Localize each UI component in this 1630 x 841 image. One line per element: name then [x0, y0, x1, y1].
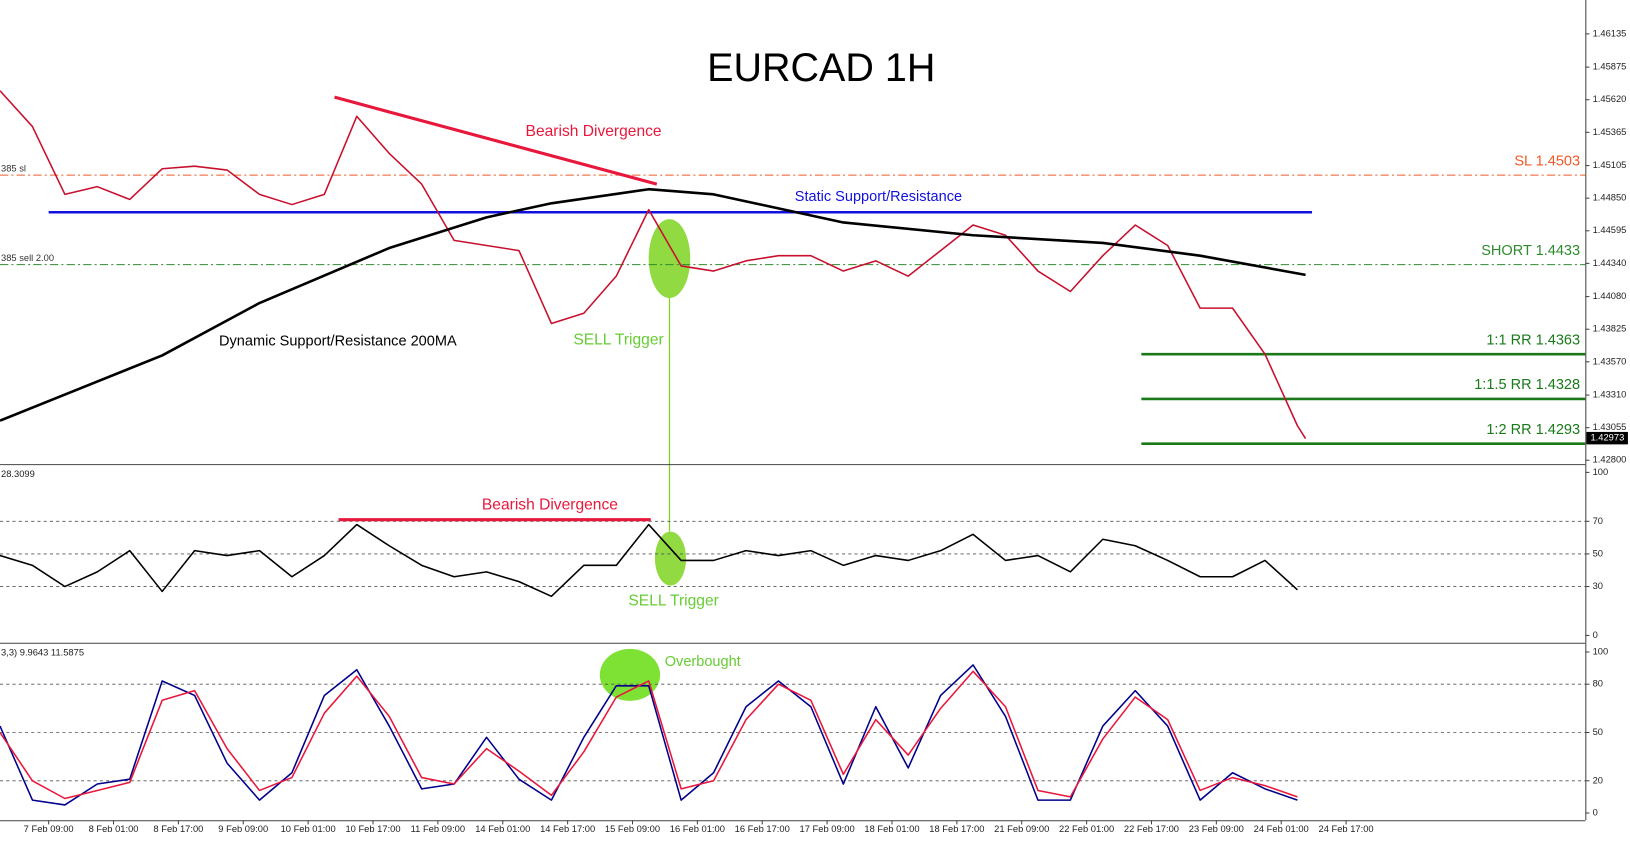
trend-label: Bearish Divergence — [526, 123, 662, 140]
annotation: Overbought — [665, 654, 741, 670]
y-tick-label: 70 — [1593, 516, 1603, 526]
x-tick-label: 22 Feb 17:00 — [1124, 824, 1179, 834]
series-line — [0, 523, 1298, 598]
x-tick-label: 24 Feb 01:00 — [1254, 824, 1309, 834]
level-label: SHORT 1.4433 — [1481, 243, 1580, 259]
indicator-label: 3,3) 9.9643 11.5875 — [1, 648, 84, 658]
y-tick-label: 1.44080 — [1593, 291, 1627, 301]
x-tick-label: 16 Feb 01:00 — [670, 824, 725, 834]
order-label: 385 sell 2.00 — [1, 253, 54, 263]
trend-line — [334, 95, 658, 186]
y-tick-label: 50 — [1593, 548, 1603, 558]
y-tick-label: 1.44595 — [1593, 225, 1627, 235]
x-tick-label: 22 Feb 01:00 — [1059, 824, 1114, 834]
x-tick-label: 18 Feb 17:00 — [929, 824, 984, 834]
level-label: SL 1.4503 — [1514, 154, 1580, 170]
indicator-label: 28.3099 — [1, 469, 35, 479]
x-tick-label: 14 Feb 17:00 — [540, 824, 595, 834]
y-tick-label: 1.43825 — [1593, 324, 1627, 334]
y-tick-label: 1.43055 — [1593, 422, 1627, 432]
y-tick-label: 20 — [1593, 775, 1603, 785]
sell-highlight — [648, 219, 691, 298]
y-tick-label: 1.42800 — [1593, 455, 1627, 465]
x-tick-label: 24 Feb 17:00 — [1319, 824, 1374, 834]
x-tick-label: 14 Feb 01:00 — [475, 824, 530, 834]
y-tick-label: 1.45105 — [1593, 160, 1627, 170]
series-line — [0, 664, 1298, 806]
x-tick-label: 21 Feb 09:00 — [994, 824, 1049, 834]
annotation: SELL Trigger — [628, 592, 718, 609]
x-tick-label: 15 Feb 09:00 — [605, 824, 660, 834]
y-tick-label: 1.44340 — [1593, 258, 1627, 268]
x-tick-label: 16 Feb 17:00 — [735, 824, 790, 834]
y-tick-label: 80 — [1593, 679, 1603, 689]
x-tick-label: 10 Feb 01:00 — [281, 824, 336, 834]
y-tick-label: 1.44850 — [1593, 193, 1627, 203]
level-label: 1:1.5 RR 1.4328 — [1474, 377, 1580, 393]
y-tick-label: 1.46135 — [1593, 28, 1627, 38]
y-tick-label: 30 — [1593, 581, 1603, 591]
series-line — [0, 670, 1298, 800]
x-tick-label: 11 Feb 09:00 — [411, 824, 465, 834]
x-tick-label: 7 Feb 09:00 — [24, 824, 74, 834]
annotation: SELL Trigger — [573, 332, 663, 349]
order-label: 385 sl — [1, 163, 26, 173]
y-tick-label: 100 — [1593, 467, 1609, 477]
y-tick-label: 1.45875 — [1593, 62, 1627, 72]
y-tick-label: 1.43570 — [1593, 356, 1627, 366]
x-tick-label: 18 Feb 01:00 — [864, 824, 919, 834]
y-tick-label: 50 — [1593, 727, 1603, 737]
x-tick-label: 8 Feb 01:00 — [89, 824, 139, 834]
x-tick-label: 8 Feb 17:00 — [153, 824, 203, 834]
trend-label: Bearish Divergence — [482, 497, 618, 514]
y-tick-label: 1.45620 — [1593, 94, 1627, 104]
chart-title: EURCAD 1H — [707, 46, 935, 90]
x-tick-label: 9 Feb 09:00 — [218, 824, 268, 834]
y-tick-label: 1.43310 — [1593, 390, 1627, 400]
y-tick-label: 0 — [1593, 807, 1598, 817]
x-tick-label: 17 Feb 09:00 — [800, 824, 855, 834]
sell-highlight — [654, 531, 687, 586]
level-label: 1:1 RR 1.4363 — [1486, 333, 1580, 349]
y-tick-label: 0 — [1593, 630, 1598, 640]
y-tick-label: 1.45365 — [1593, 127, 1627, 137]
x-tick-label: 10 Feb 17:00 — [345, 824, 400, 834]
level-label: Static Support/Resistance — [795, 189, 962, 205]
series-line — [0, 187, 1306, 422]
last-price-label: 1.42973 — [1590, 433, 1624, 443]
series-label: Dynamic Support/Resistance 200MA — [219, 333, 457, 349]
series-line — [0, 90, 1307, 439]
y-tick-label: 100 — [1593, 646, 1609, 656]
level-label: 1:2 RR 1.4293 — [1486, 422, 1580, 438]
x-tick-label: 23 Feb 09:00 — [1189, 824, 1244, 834]
last-price-tag — [1586, 431, 1628, 445]
